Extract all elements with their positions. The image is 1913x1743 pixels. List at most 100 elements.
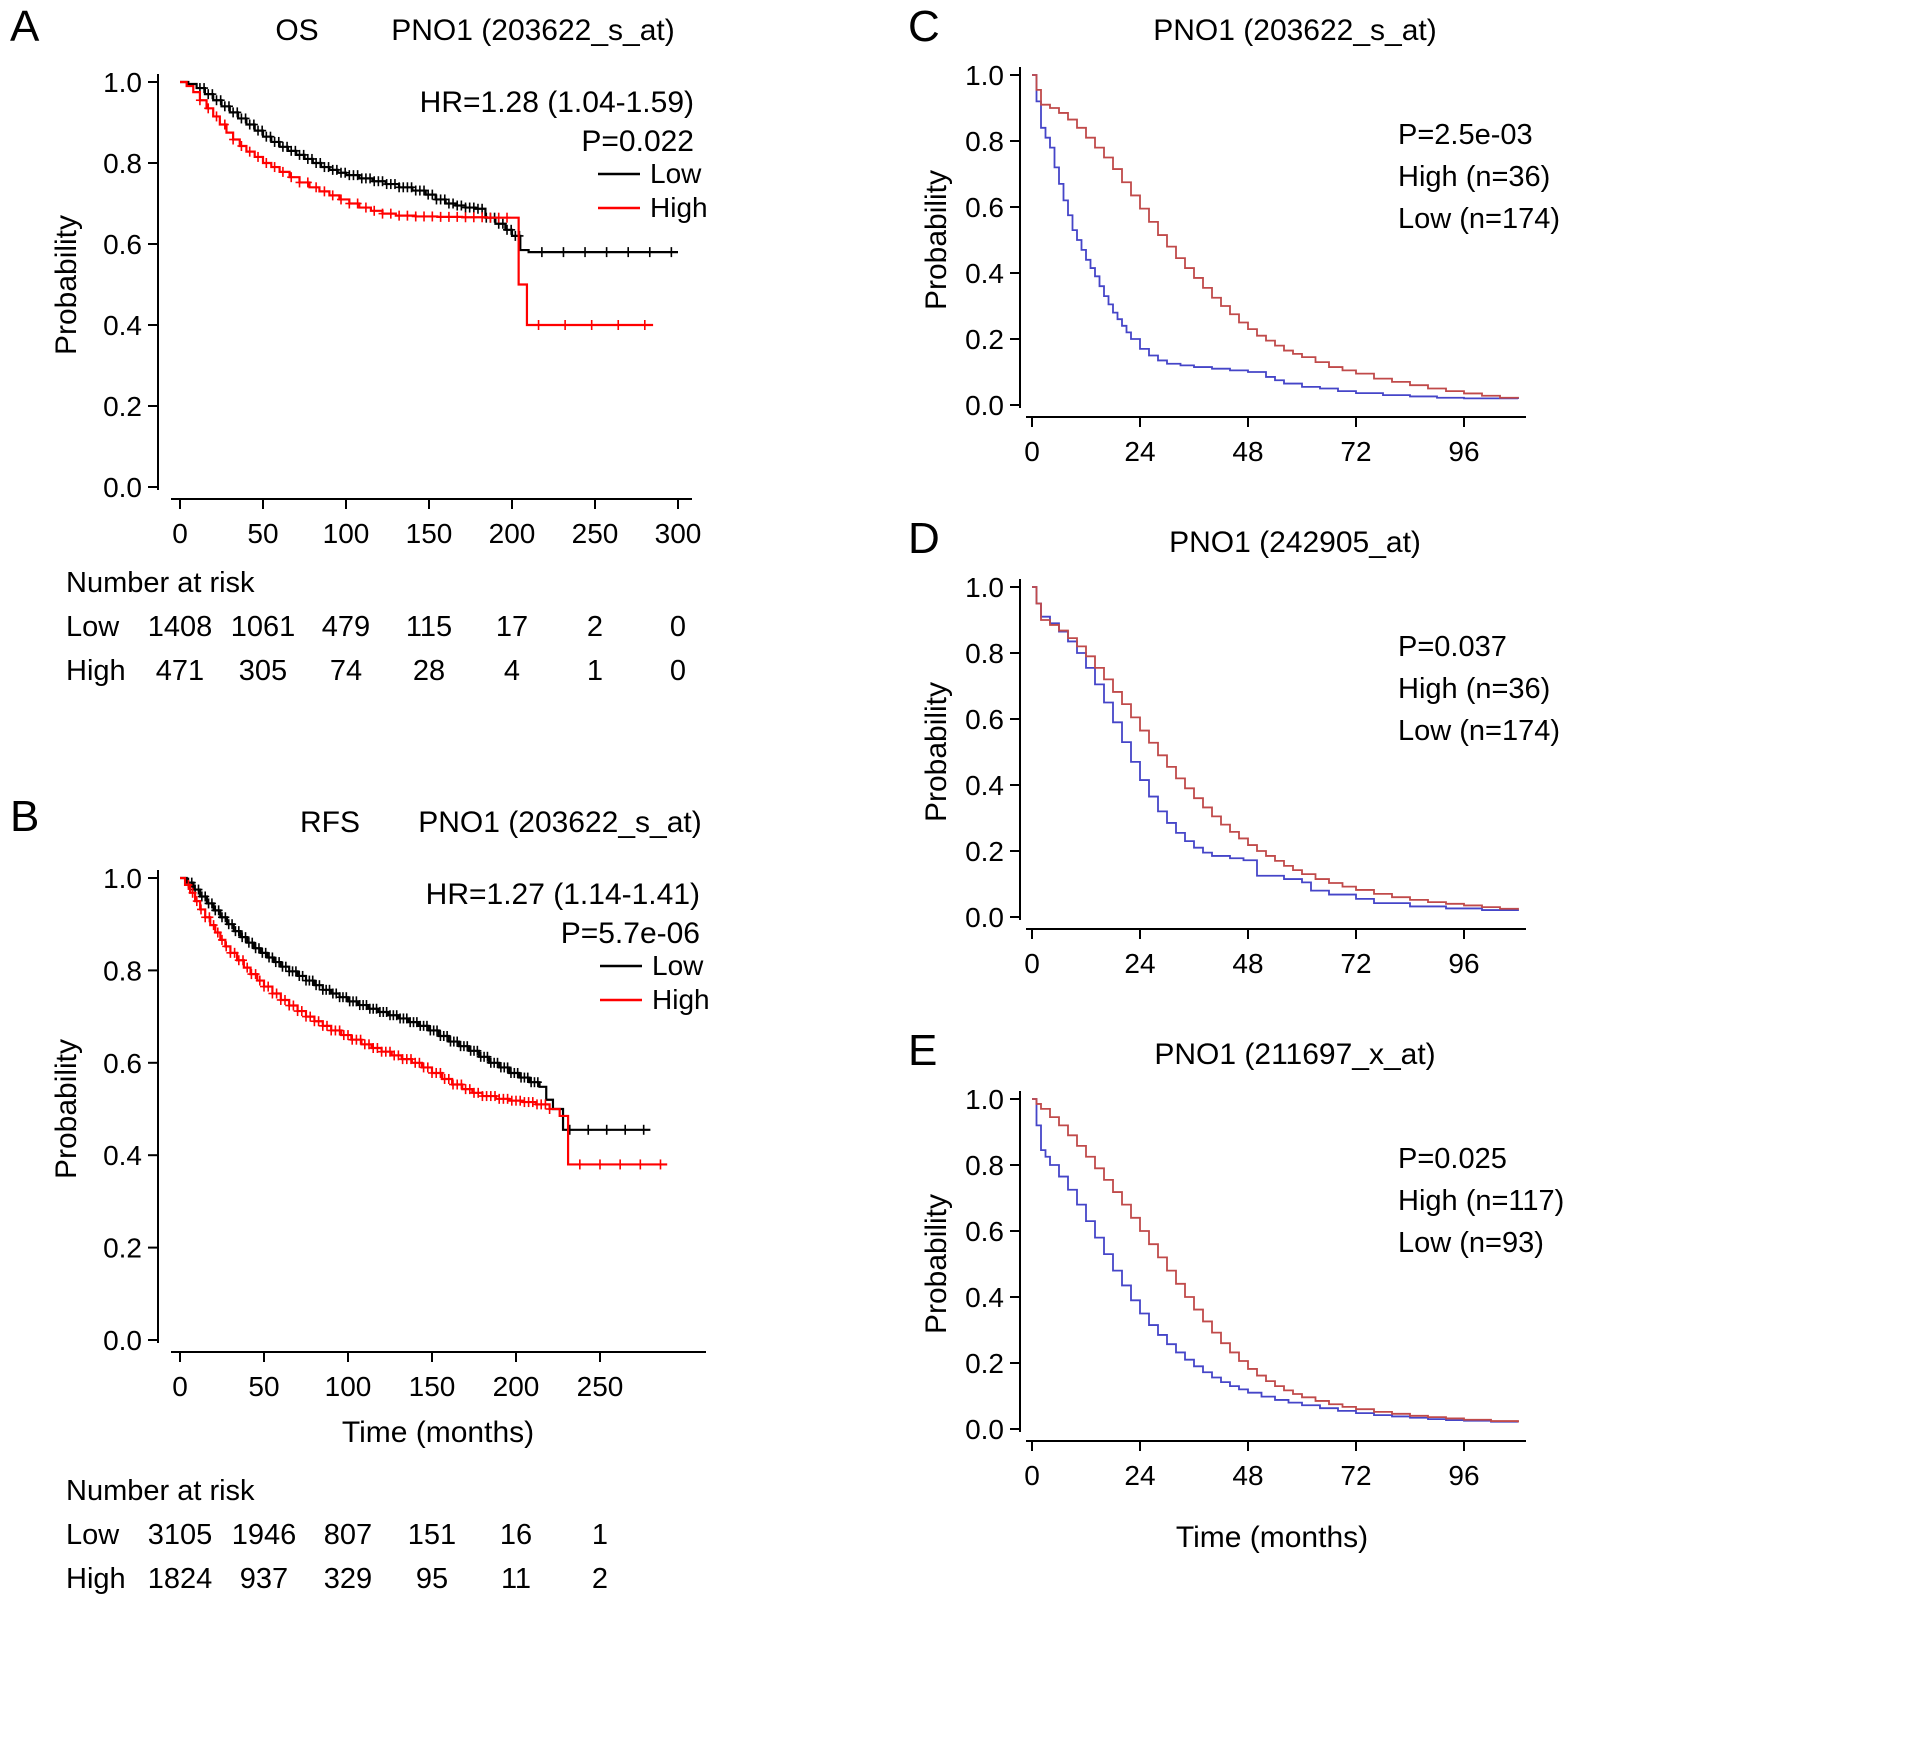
- annotation: Low (n=174): [1398, 203, 1560, 235]
- x-tick-label: 100: [325, 1371, 372, 1402]
- y-tick-label: 1.0: [965, 60, 1004, 91]
- y-tick-label: 0.6: [103, 1048, 142, 1079]
- number-at-risk-value: 0: [670, 655, 686, 687]
- legend-label-high: High: [652, 984, 710, 1015]
- panel-label-b: B: [10, 792, 41, 841]
- number-at-risk-value: 1: [587, 655, 603, 687]
- x-tick-label: 250: [572, 518, 619, 549]
- legend-label-low: Low: [650, 158, 702, 189]
- x-tick-label: 24: [1124, 948, 1155, 979]
- plot-title: PNO1 (211697_x_at): [1154, 1038, 1435, 1071]
- y-tick-label: 0.4: [103, 310, 142, 341]
- y-tick-label: 0.0: [965, 390, 1004, 421]
- x-tick-label: 96: [1448, 1460, 1479, 1491]
- x-axis-label: Time (months): [1176, 1521, 1368, 1554]
- y-tick-label: 1.0: [965, 572, 1004, 603]
- number-at-risk-value: 115: [406, 611, 452, 643]
- annotation: P=0.025: [1398, 1143, 1507, 1175]
- number-at-risk-value: 471: [156, 655, 204, 687]
- number-at-risk-value: 0: [670, 611, 686, 643]
- x-tick-label: 250: [577, 1371, 624, 1402]
- panel-label-d: D: [908, 514, 941, 563]
- y-tick-label: 0.4: [103, 1140, 142, 1171]
- panel-label-e: E: [908, 1026, 939, 1075]
- y-tick-label: 0.2: [965, 836, 1004, 867]
- x-tick-label: 300: [655, 518, 702, 549]
- legend-label-high: High: [650, 192, 708, 223]
- x-tick-label: 100: [323, 518, 370, 549]
- y-axis-label: Probability: [50, 215, 83, 355]
- y-tick-label: 0.4: [965, 1282, 1004, 1313]
- y-tick-label: 0.0: [103, 1325, 142, 1356]
- y-tick-label: 0.8: [965, 1150, 1004, 1181]
- y-axis-label: Probability: [920, 1194, 953, 1334]
- x-tick-label: 0: [172, 1371, 188, 1402]
- y-axis-label: Probability: [50, 1039, 83, 1179]
- number-at-risk-value: 1946: [232, 1519, 297, 1551]
- annotation: Low (n=174): [1398, 715, 1560, 747]
- number-at-risk-row-label: High: [66, 1563, 126, 1595]
- x-tick-label: 200: [493, 1371, 540, 1402]
- x-tick-label: 150: [406, 518, 453, 549]
- y-tick-label: 0.2: [965, 1348, 1004, 1379]
- annotation: HR=1.28 (1.04-1.59): [420, 86, 694, 119]
- annotation: High (n=117): [1398, 1185, 1564, 1217]
- number-at-risk-row-label: Low: [66, 611, 120, 643]
- y-tick-label: 1.0: [103, 863, 142, 894]
- x-tick-label: 72: [1340, 436, 1371, 467]
- y-axis-label: Probability: [920, 682, 953, 822]
- number-at-risk-value: 807: [324, 1519, 372, 1551]
- series-high-curve: [1032, 74, 1519, 400]
- x-axis-label: Time (months): [342, 1416, 534, 1449]
- y-axis-label: Probability: [920, 170, 953, 310]
- number-at-risk-value: 1408: [148, 611, 213, 643]
- y-tick-label: 0.0: [965, 1414, 1004, 1445]
- legend-label-low: Low: [652, 950, 704, 981]
- number-at-risk-value: 95: [416, 1563, 448, 1595]
- plot-subtitle: OS: [275, 14, 318, 47]
- y-tick-label: 0.2: [965, 324, 1004, 355]
- number-at-risk-value: 2: [592, 1563, 608, 1595]
- number-at-risk-value: 4: [504, 655, 520, 687]
- plot-title: PNO1 (242905_at): [1169, 526, 1421, 559]
- x-tick-label: 24: [1124, 1460, 1155, 1491]
- number-at-risk-value: 74: [330, 655, 362, 687]
- y-tick-label: 0.8: [965, 638, 1004, 669]
- x-tick-label: 0: [1024, 1460, 1040, 1491]
- annotation: P=0.037: [1398, 631, 1507, 663]
- y-tick-label: 0.2: [103, 391, 142, 422]
- number-at-risk-value: 329: [324, 1563, 372, 1595]
- number-at-risk-value: 3105: [148, 1519, 213, 1551]
- number-at-risk-value: 11: [501, 1563, 531, 1595]
- number-at-risk-title: Number at risk: [66, 1475, 255, 1507]
- y-tick-label: 0.2: [103, 1233, 142, 1264]
- x-tick-label: 0: [172, 518, 188, 549]
- x-tick-label: 72: [1340, 1460, 1371, 1491]
- x-tick-label: 150: [409, 1371, 456, 1402]
- series-high-curve: [1032, 1098, 1519, 1423]
- y-tick-label: 0.8: [965, 126, 1004, 157]
- y-tick-label: 0.0: [103, 472, 142, 503]
- y-tick-label: 0.8: [103, 955, 142, 986]
- number-at-risk-row-label: Low: [66, 1519, 120, 1551]
- panel-c-chart: PNO1 (203622_s_at) 0.0 0.2 0.4 0.6 0.8 1.0 0 24 4…: [920, 14, 1560, 467]
- number-at-risk-value: 28: [413, 655, 445, 687]
- y-tick-label: 0.6: [965, 192, 1004, 223]
- x-tick-label: 48: [1232, 1460, 1263, 1491]
- number-at-risk-title: Number at risk: [66, 567, 255, 599]
- number-at-risk-value: 1: [592, 1519, 608, 1551]
- number-at-risk-value: 17: [496, 611, 528, 643]
- y-tick-label: 0.6: [103, 229, 142, 260]
- y-tick-label: 0.4: [965, 258, 1004, 289]
- annotation: Low (n=93): [1398, 1227, 1544, 1259]
- number-at-risk-value: 937: [240, 1563, 288, 1595]
- annotation: High (n=36): [1398, 673, 1550, 705]
- y-tick-label: 0.6: [965, 704, 1004, 735]
- annotation: HR=1.27 (1.14-1.41): [426, 878, 700, 911]
- annotation: High (n=36): [1398, 161, 1550, 193]
- x-tick-label: 0: [1024, 948, 1040, 979]
- panel-e-chart: PNO1 (211697_x_at) 0.0 0.2 0.4 0.6 0.8 1.0 0 24 4…: [920, 1038, 1564, 1554]
- plot-title: PNO1 (203622_s_at): [391, 14, 675, 47]
